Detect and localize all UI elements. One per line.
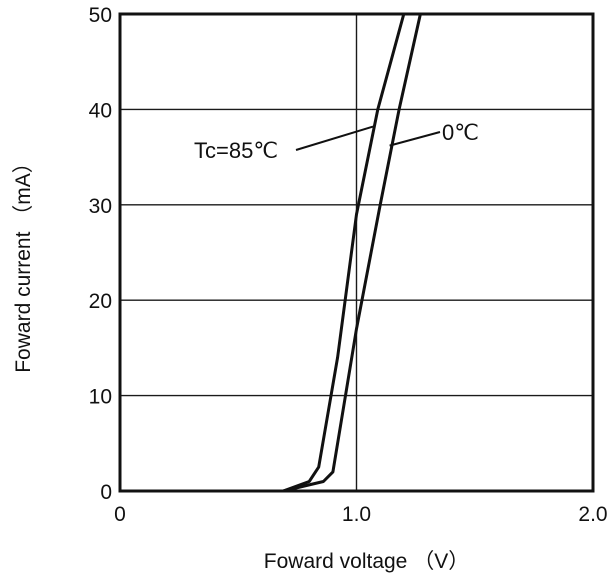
y-tick-label: 40: [89, 99, 112, 122]
tick-labels: 0 10 20 30 40 50 0 1.0 2.0: [89, 4, 608, 526]
x-tick-label: 2.0: [578, 503, 607, 526]
series-annotation-label: Tc=85℃: [194, 138, 278, 163]
y-axis-label: Foward current （mA）: [12, 152, 35, 373]
grid: [120, 14, 593, 491]
y-tick-label: 30: [89, 195, 112, 218]
annotations: Tc=85℃ 0℃: [194, 120, 479, 163]
series-group: [282, 13, 422, 493]
series-line-1: [282, 13, 422, 493]
series-annotation-label: 0℃: [442, 120, 479, 145]
y-tick-label: 50: [89, 4, 112, 27]
annotation-leader-1: [389, 131, 441, 147]
y-tick-label: 20: [89, 290, 112, 313]
x-axis-label: Foward voltage （V）: [264, 550, 469, 573]
y-tick-label: 10: [89, 386, 112, 409]
annotation-leader-0: [295, 125, 374, 151]
plot-frame: [118, 12, 595, 493]
y-tick-label: 0: [100, 481, 112, 504]
x-tick-label: 1.0: [342, 503, 371, 526]
series-line-0: [282, 13, 406, 493]
x-tick-label: 0: [114, 503, 126, 526]
